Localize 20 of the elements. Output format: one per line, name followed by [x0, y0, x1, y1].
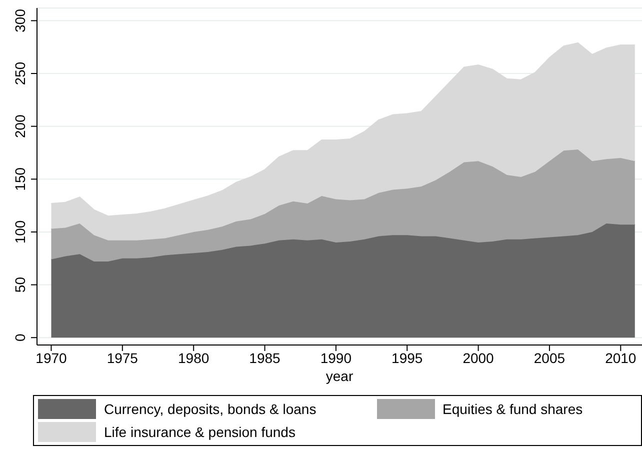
x-tick-label: 1970 [36, 350, 68, 366]
x-tick-label: 1980 [178, 350, 210, 366]
x-tick-label: 1975 [106, 350, 138, 366]
y-tick-label: 50 [12, 276, 28, 293]
y-tick-label: 200 [12, 114, 28, 138]
x-tick-label: 1995 [392, 350, 423, 366]
x-tick-label: 2005 [534, 350, 566, 366]
x-tick-label: 2010 [605, 350, 636, 366]
x-axis-title: year [326, 368, 354, 384]
y-tick-label: 150 [12, 167, 28, 191]
x-tick-label: 1985 [249, 350, 281, 366]
legend-label: Life insurance & pension funds [104, 424, 296, 440]
y-tick-label: 0 [12, 334, 28, 342]
y-tick-label: 300 [12, 8, 28, 32]
x-tick-label: 2000 [462, 350, 494, 366]
x-tick-label: 1990 [320, 350, 352, 366]
y-tick-label: 100 [12, 220, 28, 244]
legend-label: Equities & fund shares [442, 401, 583, 417]
legend-label: Currency, deposits, bonds & loans [104, 401, 316, 417]
y-tick-label: 250 [12, 62, 28, 86]
